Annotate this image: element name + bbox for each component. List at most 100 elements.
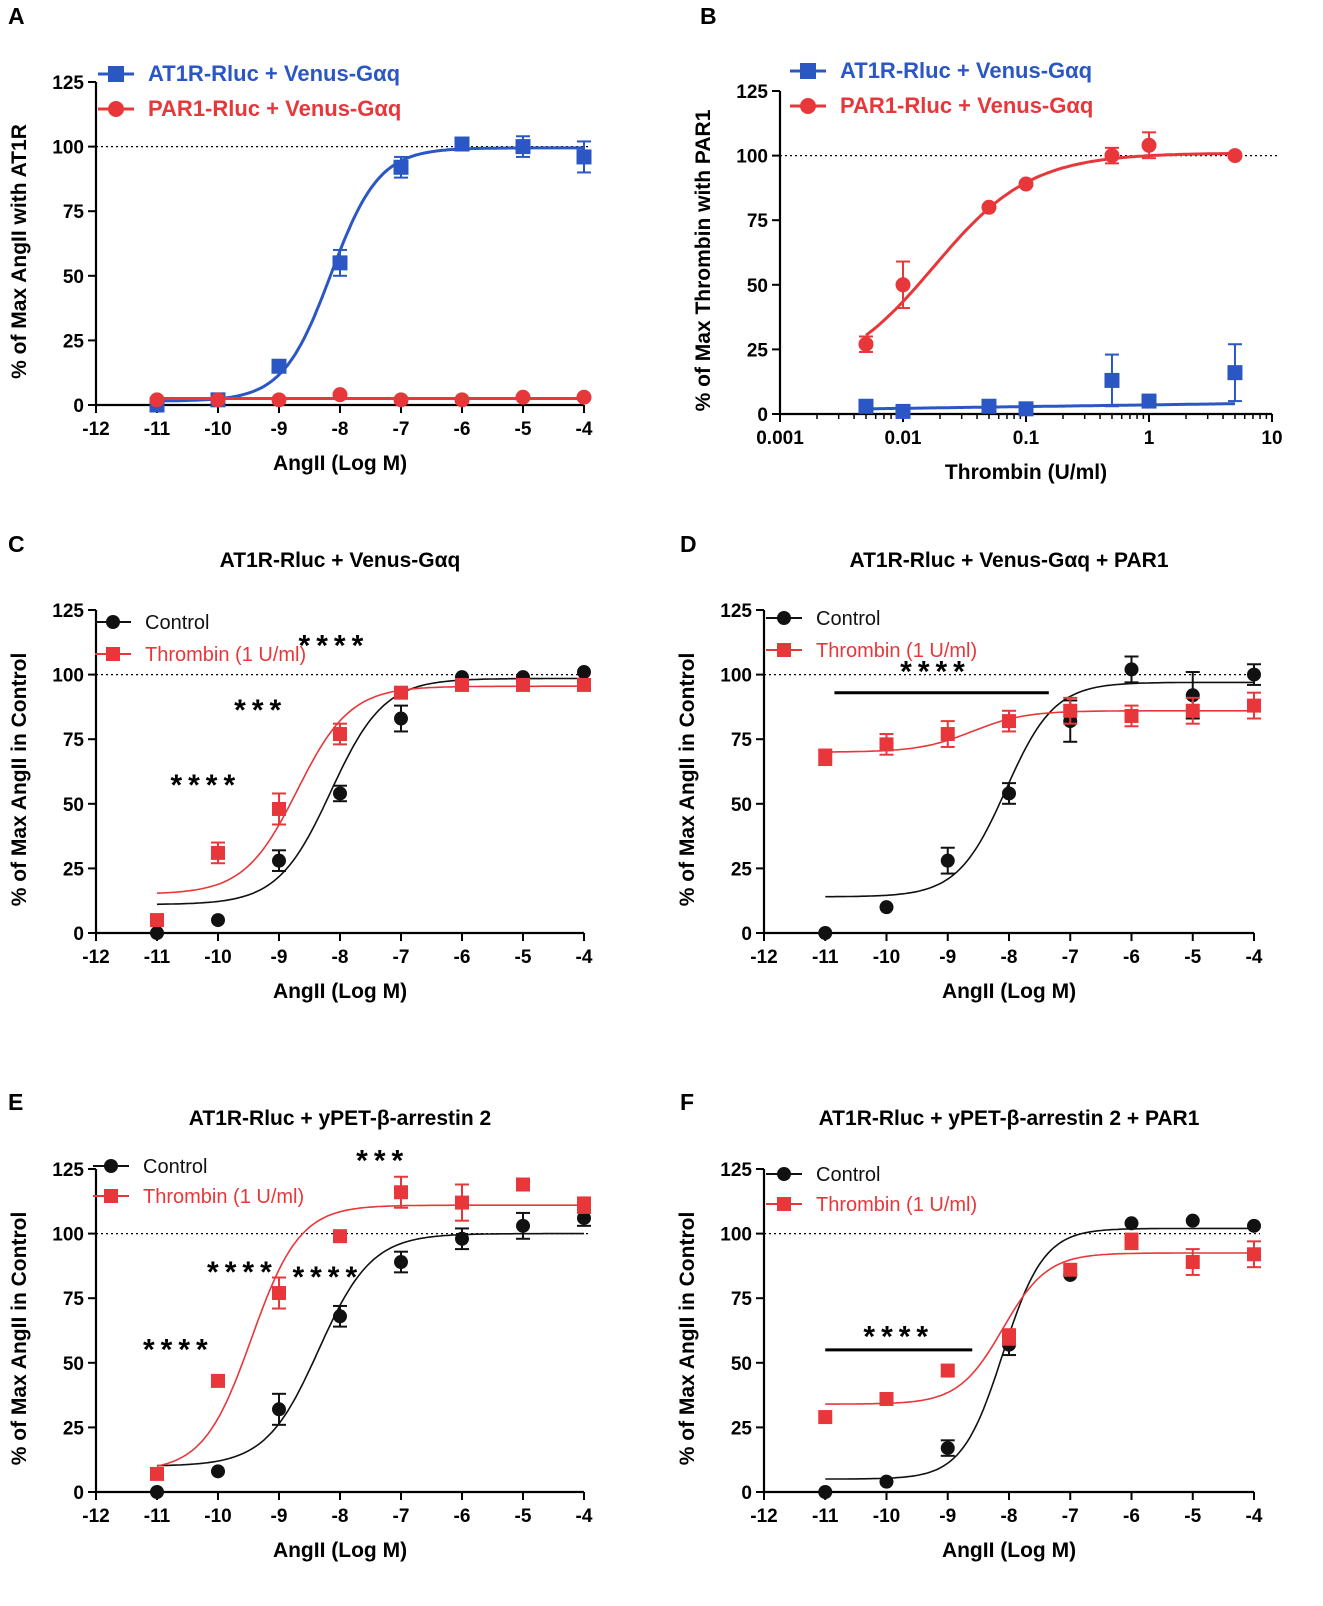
panel-letter: C — [8, 531, 25, 557]
x-tick-label: -4 — [576, 419, 593, 440]
fit-curve — [825, 681, 1254, 898]
y-tick-label: 50 — [731, 795, 752, 816]
chart-title: AT1R-Rluc + yPET-β-arrestin 2 + PAR1 — [819, 1107, 1200, 1130]
y-axis-title: % of Max AngII in Control — [676, 653, 699, 907]
significance-label: **** — [299, 630, 370, 663]
legend-marker — [777, 643, 791, 657]
data-point — [394, 1185, 408, 1200]
y-tick-label: 0 — [741, 924, 752, 945]
y-tick-label: 100 — [736, 147, 768, 168]
x-tick-label: -4 — [1246, 1506, 1263, 1527]
significance-label: **** — [900, 655, 971, 688]
fit-curve — [156, 1204, 584, 1467]
x-tick-label: -9 — [271, 419, 288, 440]
legend-label: PAR1-Rluc + Venus-Gαq — [148, 96, 401, 121]
x-tick-label: -4 — [576, 1506, 593, 1527]
data-point — [940, 1363, 955, 1378]
data-point — [1124, 1216, 1139, 1231]
data-point — [1227, 148, 1243, 164]
data-point — [940, 727, 955, 742]
y-tick-label: 75 — [63, 202, 85, 223]
legend-marker — [777, 1167, 791, 1181]
data-point — [211, 913, 225, 928]
fit-curve — [825, 1252, 1254, 1405]
data-point — [332, 387, 348, 403]
fit-curve — [866, 402, 1235, 411]
y-tick-label: 125 — [736, 82, 768, 103]
legend-label: Control — [143, 1156, 207, 1178]
legend-marker — [108, 101, 124, 117]
x-tick-label: -6 — [454, 1506, 471, 1527]
fit-curve — [825, 709, 1254, 753]
panel-A: A 0 25 50 75 100 125 -12 -11 -10 -9 -8 -7 -6 -5 -4 AngII… — [8, 3, 593, 475]
data-point — [895, 403, 911, 419]
panel-letter: B — [700, 3, 717, 29]
x-tick-label: -11 — [144, 419, 171, 440]
data-point — [1063, 1262, 1078, 1277]
data-point — [577, 1211, 591, 1226]
x-tick-label: -9 — [939, 947, 956, 968]
data-point — [879, 737, 894, 752]
y-tick-label: 50 — [63, 795, 84, 816]
y-axis-title: % of Max AngII in Control — [676, 1212, 699, 1466]
x-axis-title: Thrombin (U/ml) — [945, 461, 1107, 484]
series-par1-rluc-venus-g-q — [858, 131, 1243, 353]
x-tick-label: -10 — [204, 947, 231, 968]
panel-B: B 0 25 50 75 100 125 0.001 0.01 0.1 1 10 Thrombin (U… — [692, 3, 1283, 484]
x-tick-label: -10 — [204, 419, 231, 440]
y-tick-label: 125 — [720, 1160, 752, 1181]
x-tick-label: -12 — [82, 419, 109, 440]
x-tick-label: -12 — [82, 947, 109, 968]
y-tick-label: 25 — [63, 1418, 85, 1439]
y-tick-label: 125 — [52, 601, 84, 622]
x-tick-label: -8 — [332, 947, 349, 968]
x-tick-label: -6 — [454, 419, 471, 440]
data-point — [895, 277, 911, 293]
legend-marker — [800, 63, 816, 79]
y-tick-label: 25 — [63, 859, 85, 880]
chart-title: AT1R-Rluc + Venus-Gαq + PAR1 — [849, 549, 1168, 572]
y-tick-label: 75 — [63, 730, 85, 751]
y-tick-label: 0 — [73, 924, 84, 945]
panel-F: F AT1R-Rluc + yPET-β-arrestin 2 + PAR1 0 25… — [676, 1089, 1263, 1562]
data-point — [271, 358, 287, 374]
legend-marker — [800, 98, 816, 114]
data-point — [455, 1195, 469, 1210]
fit-curve — [865, 152, 1235, 337]
x-axis-title: AngII (Log M) — [942, 1539, 1076, 1562]
data-point — [1124, 1234, 1139, 1249]
data-point — [150, 926, 164, 940]
data-point — [393, 392, 409, 408]
x-tick-label: -10 — [204, 1506, 231, 1527]
significance-label: **** — [207, 1256, 278, 1289]
data-point — [1018, 176, 1034, 192]
x-tick-label: -9 — [271, 947, 288, 968]
x-tick-label: -8 — [332, 1506, 349, 1527]
x-tick-label: 10 — [1261, 428, 1282, 449]
y-tick-label: 75 — [731, 730, 753, 751]
data-point — [333, 1309, 347, 1324]
data-point — [211, 1464, 225, 1479]
data-point — [150, 1485, 164, 1499]
series-thrombin-1-u-ml- — [150, 677, 591, 928]
series-at1r-rluc-venus-g-q — [858, 343, 1243, 419]
x-tick-label: 1 — [1144, 428, 1155, 449]
x-tick-label: -11 — [144, 1506, 171, 1527]
data-point — [272, 801, 286, 816]
y-tick-label: 100 — [720, 1225, 752, 1246]
data-point — [1063, 703, 1078, 718]
legend-marker — [104, 1189, 118, 1203]
x-tick-label: 0.01 — [885, 428, 922, 449]
panel-E: E AT1R-Rluc + yPET-β-arrestin 2 0 25 50 75 100… — [8, 1089, 593, 1562]
y-tick-label: 50 — [63, 1354, 84, 1375]
data-point — [940, 853, 955, 868]
y-tick-label: 25 — [731, 1418, 753, 1439]
data-point — [1247, 1247, 1261, 1262]
data-point — [394, 1255, 408, 1270]
x-tick-label: -10 — [873, 1506, 900, 1527]
y-axis-title: % of Max AngII with AT1R — [8, 124, 31, 379]
data-point — [1002, 786, 1016, 801]
data-point — [515, 389, 531, 405]
data-point — [516, 677, 530, 692]
data-point — [272, 1286, 286, 1301]
